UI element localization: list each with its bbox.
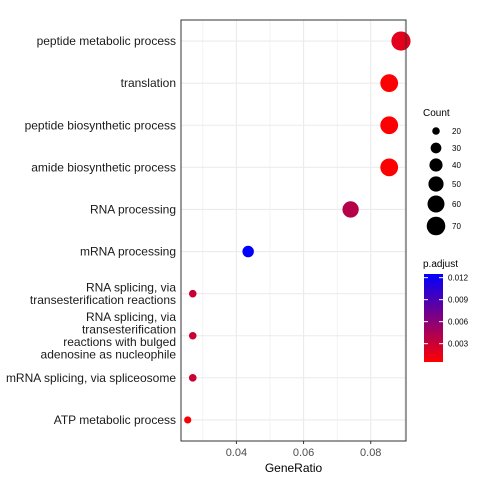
x-axis-title: GeneRatio xyxy=(265,461,323,475)
x-tick-label: 0.08 xyxy=(360,447,381,459)
size-legend-key xyxy=(428,176,444,192)
color-legend: p.adjust 0.003 0.006 0.009 0.012 xyxy=(423,259,469,362)
data-point xyxy=(188,331,197,340)
size-legend-title: Count xyxy=(423,108,450,119)
size-legend-key xyxy=(427,195,445,213)
y-axis-label-line: amide biosynthetic process xyxy=(31,160,176,174)
y-axis-label: mRNA splicing, via spliceosome xyxy=(6,371,176,385)
y-axis-label-line: RNA processing xyxy=(90,202,176,216)
size-legend-key xyxy=(429,158,443,172)
y-axis-label-line: transesterification reactions xyxy=(30,293,176,307)
y-axis-label: ATP metabolic process xyxy=(54,413,176,427)
x-axis-ticks: 0.04 0.06 0.08 xyxy=(226,441,381,459)
color-legend-label: 0.006 xyxy=(448,318,469,327)
minor-gridlines xyxy=(202,20,405,441)
data-point xyxy=(342,201,359,218)
size-legend-label: 30 xyxy=(452,144,461,153)
y-axis-label: peptide metabolic process xyxy=(37,34,176,48)
size-legend-label: 50 xyxy=(452,180,461,189)
y-axis-label-line: transesterification xyxy=(82,323,176,337)
y-axis-label-line: reactions with bulged xyxy=(63,335,176,349)
data-point xyxy=(380,74,399,93)
y-axis-labels: peptide metabolic process translation pept… xyxy=(6,34,176,427)
color-legend-label: 0.003 xyxy=(448,340,469,349)
size-legend-label: 60 xyxy=(452,200,461,209)
y-axis-label: amide biosynthetic process xyxy=(31,160,176,174)
y-axis-label: RNA processing xyxy=(90,202,176,216)
data-point xyxy=(380,158,399,177)
y-axis-label-line: ATP metabolic process xyxy=(54,413,176,427)
size-legend-key xyxy=(432,127,440,135)
y-axis-label-line: RNA splicing, via xyxy=(86,280,176,294)
size-legend-key xyxy=(430,142,442,154)
y-axis-label-line: mRNA splicing, via spliceosome xyxy=(6,371,176,385)
y-axis-label-line: peptide biosynthetic process xyxy=(25,118,176,132)
y-axis-label: RNA splicing, via transesterification reac… xyxy=(41,310,177,361)
y-axis-label-line: adenosine as nucleophile xyxy=(41,347,177,361)
y-axis-label-line: translation xyxy=(121,76,176,90)
panel-border xyxy=(180,19,407,442)
color-legend-bar xyxy=(424,274,443,362)
size-legend-label: 20 xyxy=(452,127,461,136)
data-points xyxy=(184,31,411,424)
color-legend-title: p.adjust xyxy=(423,259,458,270)
data-point xyxy=(242,245,254,258)
color-legend-label: 0.009 xyxy=(448,296,469,305)
color-legend-label: 0.012 xyxy=(448,274,469,283)
major-gridlines xyxy=(181,20,406,441)
data-point xyxy=(380,116,399,135)
y-axis-label: RNA splicing, via transesterification rea… xyxy=(30,280,176,306)
y-axis-label-line: RNA splicing, via xyxy=(86,310,176,324)
y-axis-label: mRNA processing xyxy=(80,245,176,259)
y-axis-label: peptide biosynthetic process xyxy=(25,118,176,132)
size-legend-key xyxy=(426,216,446,236)
size-legend: Count 20 30 40 50 60 70 xyxy=(423,108,461,236)
y-axis-label-line: peptide metabolic process xyxy=(37,34,176,48)
y-axis-label-line: mRNA processing xyxy=(80,245,176,259)
data-point xyxy=(188,289,197,298)
size-legend-label: 70 xyxy=(452,222,461,231)
data-point xyxy=(188,374,197,382)
x-tick-label: 0.06 xyxy=(293,447,314,459)
data-point xyxy=(184,416,192,424)
data-point xyxy=(391,31,411,51)
y-axis-label: translation xyxy=(121,76,176,90)
size-legend-label: 40 xyxy=(452,161,461,170)
x-tick-label: 0.04 xyxy=(226,447,247,459)
